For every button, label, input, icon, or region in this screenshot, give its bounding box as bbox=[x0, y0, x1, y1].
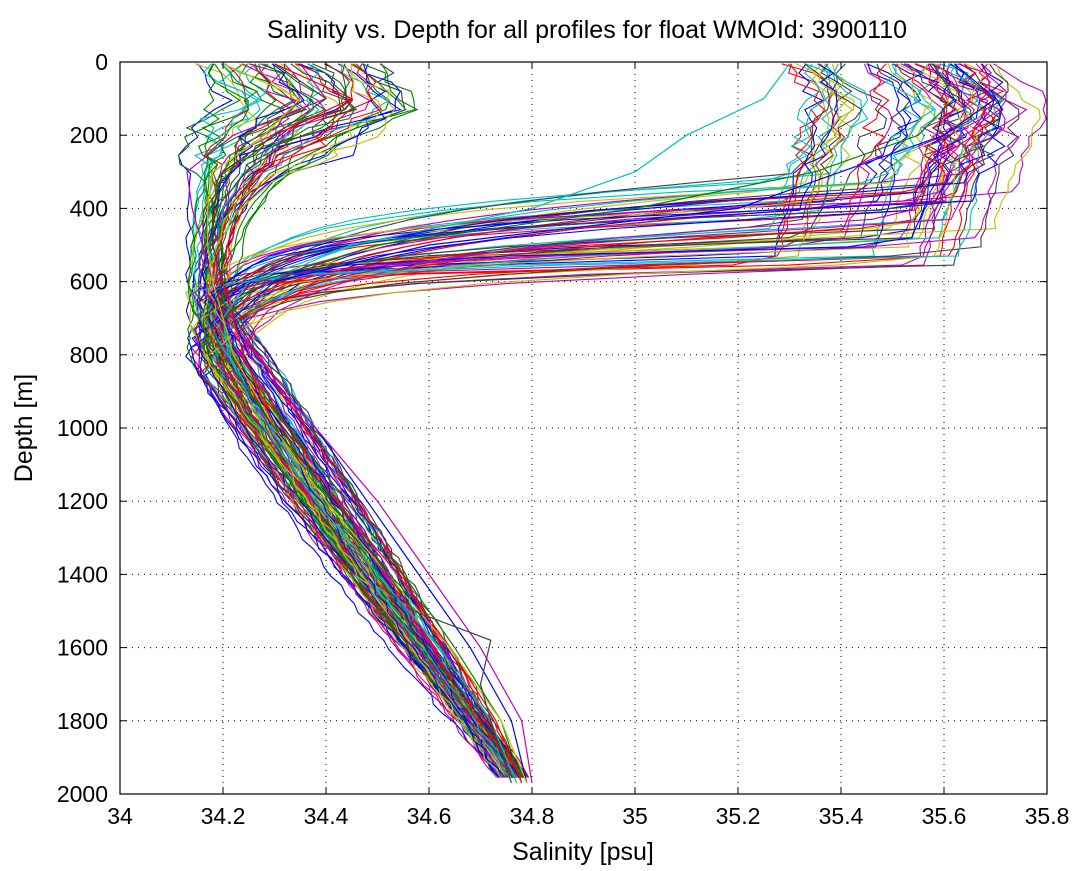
chart-title: Salinity vs. Depth for all profiles for … bbox=[267, 16, 907, 44]
y-tick-label: 200 bbox=[70, 122, 108, 148]
y-tick-label: 1200 bbox=[57, 488, 108, 514]
x-tick-label: 34.4 bbox=[304, 803, 349, 829]
profile-line bbox=[205, 63, 986, 778]
profile-line bbox=[230, 63, 972, 778]
profile-line bbox=[204, 63, 509, 778]
y-tick-label: 1800 bbox=[57, 708, 108, 734]
y-tick-label: 800 bbox=[70, 342, 108, 368]
profile-line bbox=[197, 63, 520, 778]
y-axis: 0 200 400 600 800 1000 1200 1400 1600 1800 2000 bbox=[57, 49, 1047, 807]
x-tick-label: 34.8 bbox=[510, 803, 555, 829]
profile-line bbox=[210, 63, 1006, 778]
profile-line bbox=[225, 63, 957, 778]
representative-profile-line bbox=[207, 63, 528, 784]
grid-lines bbox=[120, 62, 1047, 794]
x-tick-label: 35.4 bbox=[819, 803, 864, 829]
y-tick-label: 0 bbox=[95, 49, 108, 75]
x-tick-label: 34.2 bbox=[201, 803, 246, 829]
profile-line bbox=[194, 63, 527, 778]
profile-line bbox=[202, 63, 521, 778]
y-tick-label: 400 bbox=[70, 195, 108, 221]
profile-line bbox=[190, 63, 957, 778]
profile-line bbox=[207, 63, 510, 778]
x-axis-label: Salinity [psu] bbox=[512, 838, 654, 866]
y-tick-label: 1600 bbox=[57, 635, 108, 661]
x-axis: 34 34.2 34.4 34.6 34.8 35 35.2 35.4 35.6 35.8 bbox=[107, 62, 1069, 829]
profile-line bbox=[218, 63, 520, 778]
profile-line bbox=[214, 63, 512, 778]
salinity-profiles bbox=[177, 63, 1047, 784]
y-tick-label: 600 bbox=[70, 269, 108, 295]
x-tick-label: 35.8 bbox=[1025, 803, 1070, 829]
profile-line bbox=[218, 63, 1001, 778]
x-tick-label: 34 bbox=[107, 803, 133, 829]
plot-area bbox=[119, 61, 1048, 795]
x-tick-label: 35.6 bbox=[922, 803, 967, 829]
y-tick-label: 2000 bbox=[57, 781, 108, 807]
y-tick-label: 1400 bbox=[57, 561, 108, 587]
representative-profile-line bbox=[206, 63, 512, 784]
x-tick-label: 35 bbox=[622, 803, 648, 829]
x-tick-label: 34.6 bbox=[407, 803, 452, 829]
x-tick-label: 35.2 bbox=[716, 803, 761, 829]
y-tick-label: 1000 bbox=[57, 415, 108, 441]
profile-line bbox=[211, 63, 890, 778]
profile-line bbox=[199, 63, 510, 778]
y-axis-label: Depth [m] bbox=[10, 374, 38, 482]
